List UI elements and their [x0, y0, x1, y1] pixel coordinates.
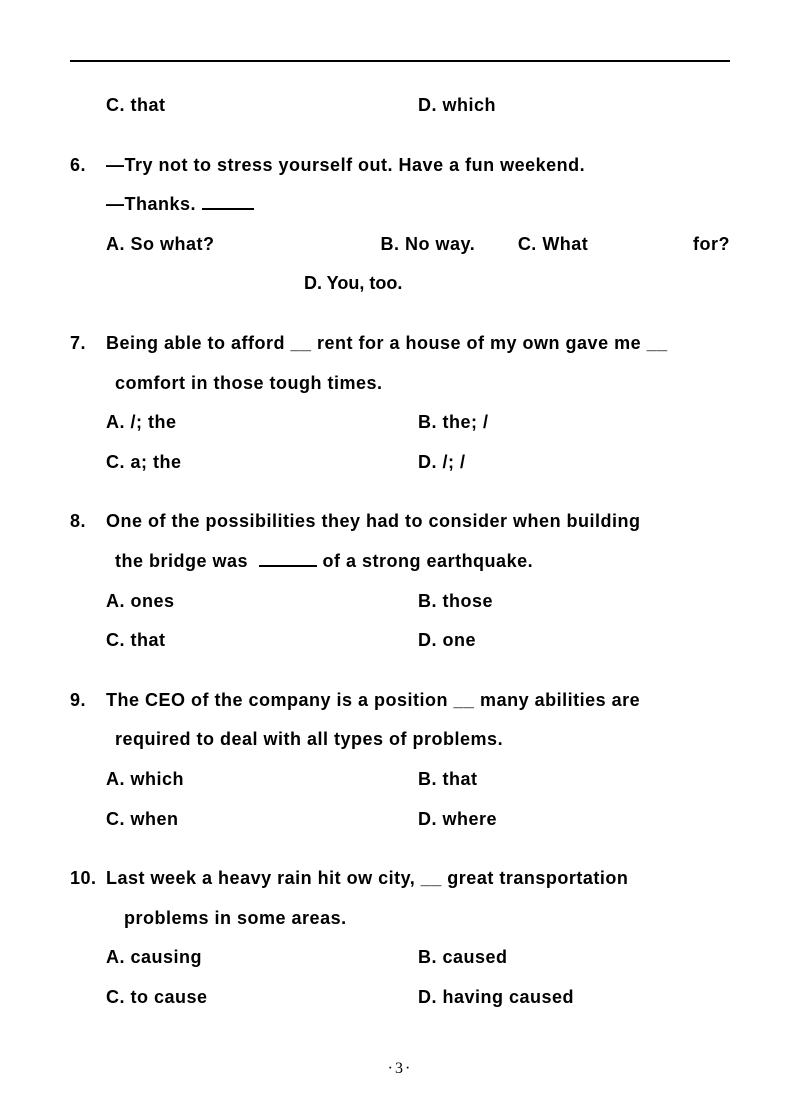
option-c: C. that: [106, 621, 418, 661]
options-row: A. /; the B. the; / C. a; the D. /; /: [106, 403, 730, 482]
option-d: D. /; /: [418, 443, 730, 483]
question-stem: 7.Being able to afford __ rent for a hou…: [70, 324, 730, 364]
stem-line-2a: the bridge was: [115, 551, 254, 571]
stem-line-2a: —Thanks.: [106, 194, 202, 214]
question-number: 6.: [70, 146, 106, 186]
question-number: 9.: [70, 681, 106, 721]
option-c: C. to cause: [106, 978, 418, 1018]
option-b: B. caused: [418, 938, 730, 978]
question-10: 10.Last week a heavy rain hit ow city, _…: [70, 859, 730, 1017]
question-number: 7.: [70, 324, 106, 364]
option-c: C. a; the: [106, 443, 418, 483]
options-row: C. that D. which: [106, 86, 730, 126]
blank: [259, 549, 317, 567]
stem-line-2: required to deal with all types of probl…: [115, 720, 730, 760]
stem-line-2: problems in some areas.: [124, 899, 730, 939]
stem-line-2: the bridge was of a strong earthquake.: [115, 542, 730, 582]
question-8: 8.One of the possibilities they had to c…: [70, 502, 730, 660]
option-d: D. You, too.: [304, 264, 730, 304]
question-stem: 9.The CEO of the company is a position _…: [70, 681, 730, 721]
option-b: B. that: [418, 760, 730, 800]
question-stem: 8.One of the possibilities they had to c…: [70, 502, 730, 542]
option-a: A. ones: [106, 582, 418, 622]
stem-line-1: Being able to afford __ rent for a house…: [106, 333, 668, 353]
stem-line-2b: of a strong earthquake.: [317, 551, 533, 571]
top-rule: [70, 60, 730, 62]
option-a: A. causing: [106, 938, 418, 978]
question-stem: 6.—Try not to stress yourself out. Have …: [70, 146, 730, 186]
stem-line-1: One of the possibilities they had to con…: [106, 511, 641, 531]
option-b: B. those: [418, 582, 730, 622]
option-b: B. No way.: [381, 225, 518, 265]
option-a: A. /; the: [106, 403, 418, 443]
page-number: ·3·: [0, 1060, 800, 1078]
option-d: D. one: [418, 621, 730, 661]
options-row: A. So what? B. No way. C. What for?: [106, 225, 730, 265]
question-number: 10.: [70, 859, 106, 899]
option-d: D. having caused: [418, 978, 730, 1018]
option-c: C. that: [106, 86, 418, 126]
option-c: C. What: [518, 225, 643, 265]
blank: [202, 192, 254, 210]
page-content: C. that D. which 6.—Try not to stress yo…: [0, 0, 800, 1077]
option-d: D. which: [418, 86, 730, 126]
stem-line-1: —Try not to stress yourself out. Have a …: [106, 155, 585, 175]
options-row: A. which B. that C. when D. where: [106, 760, 730, 839]
question-7: 7.Being able to afford __ rent for a hou…: [70, 324, 730, 482]
stem-line-2: comfort in those tough times.: [115, 364, 730, 404]
stem-line-1: The CEO of the company is a position __ …: [106, 690, 640, 710]
options-row: A. ones B. those C. that D. one: [106, 582, 730, 661]
option-a: A. So what?: [106, 225, 381, 265]
options-row: A. causing B. caused C. to cause D. havi…: [106, 938, 730, 1017]
option-b: B. the; /: [418, 403, 730, 443]
question-9: 9.The CEO of the company is a position _…: [70, 681, 730, 839]
option-d: D. where: [418, 800, 730, 840]
stem-line-2: —Thanks.: [106, 185, 730, 225]
question-number: 8.: [70, 502, 106, 542]
question-5-partial: C. that D. which: [70, 86, 730, 126]
option-c: C. when: [106, 800, 418, 840]
option-a: A. which: [106, 760, 418, 800]
stem-line-1: Last week a heavy rain hit ow city, __ g…: [106, 868, 628, 888]
question-6: 6.—Try not to stress yourself out. Have …: [70, 146, 730, 304]
option-c-tail: for?: [643, 225, 730, 265]
question-stem: 10.Last week a heavy rain hit ow city, _…: [70, 859, 730, 899]
